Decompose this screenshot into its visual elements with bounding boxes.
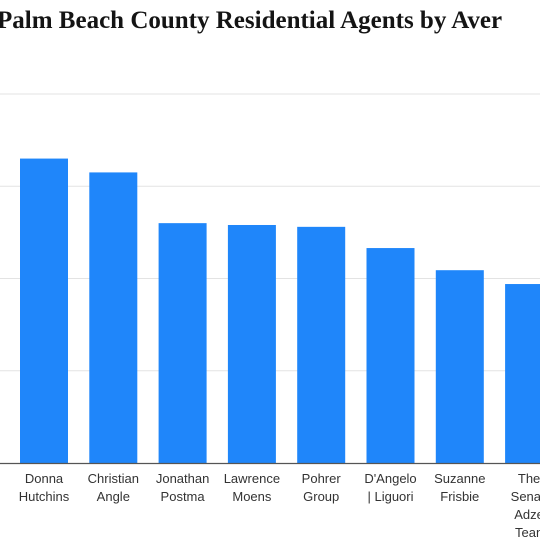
x-tick-label: Christian Angle bbox=[88, 471, 139, 504]
x-tick-label-line: Christian bbox=[88, 471, 139, 486]
bar bbox=[227, 224, 276, 463]
x-tick-label-line: Suzanne bbox=[434, 471, 485, 486]
x-tick-label: Lawrence Moens bbox=[224, 471, 280, 504]
bar bbox=[297, 226, 346, 463]
x-tick-label: Jonathan Postma bbox=[156, 471, 210, 504]
x-tick-label-line: Senac bbox=[511, 489, 540, 504]
x-tick-label-line: Tean bbox=[515, 525, 540, 540]
x-tick-label-line: Pohrer bbox=[302, 471, 342, 486]
bar bbox=[158, 223, 207, 463]
x-tick-label-line: D'Angelo bbox=[364, 471, 416, 486]
x-tick-label-line: | Liguori bbox=[367, 489, 413, 504]
x-tick-label-line: Donna bbox=[25, 471, 64, 486]
bar bbox=[435, 270, 484, 463]
x-tick-label: Suzanne Frisbie bbox=[434, 471, 485, 504]
bar bbox=[89, 172, 138, 463]
chart-title-line-1: Palm Beach County Residential Agents by … bbox=[0, 7, 503, 34]
x-tick-label-line: Postma bbox=[161, 489, 206, 504]
x-tick-label: The Senac Adze Tean bbox=[511, 471, 540, 540]
bar bbox=[505, 284, 540, 463]
x-tick-label: Pohrer Group bbox=[302, 471, 342, 504]
chart-title: Palm Beach County Residential Agents by … bbox=[0, 6, 540, 66]
x-tick-label-line: Moens bbox=[232, 489, 272, 504]
x-tick-label-line: Jonathan bbox=[156, 471, 210, 486]
x-tick-label-line: Hutchins bbox=[19, 489, 70, 504]
x-tick-label: D'Angelo | Liguori bbox=[364, 471, 416, 504]
category-labels: Donna Hutchins Christian Angle Jonathan Postm… bbox=[19, 471, 540, 540]
bars bbox=[20, 158, 540, 463]
x-tick-label-line: Adze bbox=[514, 507, 540, 522]
x-tick-label: Donna Hutchins bbox=[19, 471, 70, 504]
x-tick-label-line: Group bbox=[303, 489, 339, 504]
bar bbox=[366, 248, 415, 463]
bar bbox=[20, 158, 68, 463]
x-tick-label-line: Frisbie bbox=[440, 489, 479, 504]
x-tick-label-line: Angle bbox=[97, 489, 130, 504]
x-tick-label-line: The bbox=[518, 471, 540, 486]
x-tick-label-line: Lawrence bbox=[224, 471, 280, 486]
